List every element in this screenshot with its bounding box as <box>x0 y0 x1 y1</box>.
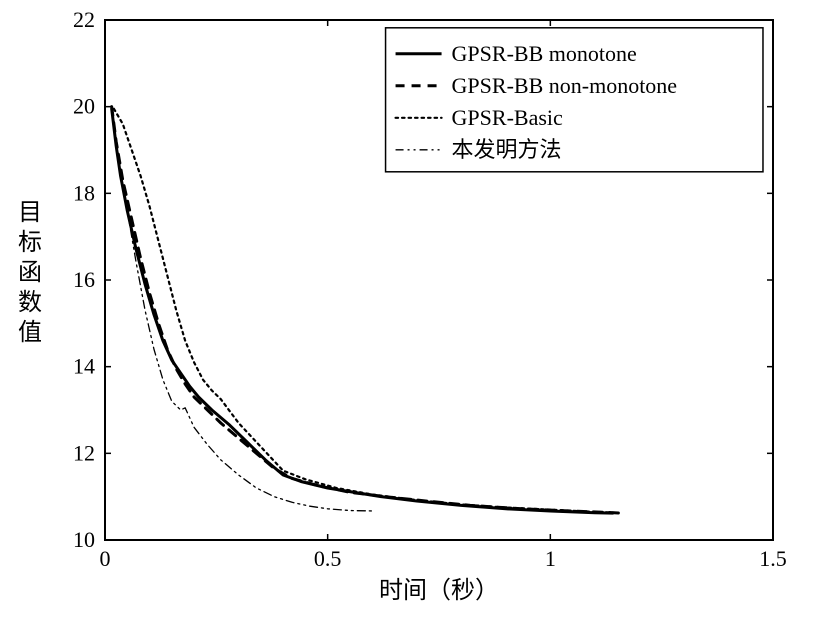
y-axis-label-char: 值 <box>18 319 42 346</box>
x-tick-label: 1 <box>545 546 556 571</box>
y-tick-label: 18 <box>73 180 95 205</box>
y-axis-label-char: 函 <box>18 260 42 286</box>
legend-label: 本发明方法 <box>452 137 562 162</box>
y-tick-label: 10 <box>73 527 95 552</box>
y-axis-label-char: 标 <box>18 229 42 256</box>
x-axis-label: 时间（秒） <box>379 577 499 604</box>
x-tick-label: 1.5 <box>759 546 787 571</box>
line-chart: 0 0.5 1 1.5 10 12 14 16 18 20 22 时间（秒） 目标函数值 GPSR-BB … <box>0 0 813 634</box>
y-axis-label-char: 数 <box>18 289 42 316</box>
legend-label: GPSR-BB non-monotone <box>452 73 678 98</box>
x-tick-label: 0.5 <box>314 546 342 571</box>
legend-label: GPSR-Basic <box>452 105 563 130</box>
y-axis-label-char: 目 <box>18 200 42 226</box>
y-tick-label: 20 <box>73 94 95 119</box>
y-tick-label: 14 <box>73 354 95 379</box>
x-tick-label: 0 <box>100 546 111 571</box>
y-tick-label: 16 <box>73 267 95 292</box>
legend-label: GPSR-BB monotone <box>452 41 637 66</box>
y-tick-label: 12 <box>73 440 95 465</box>
y-tick-label: 22 <box>73 7 95 32</box>
chart-container: 0 0.5 1 1.5 10 12 14 16 18 20 22 时间（秒） 目标函数值 GPSR-BB … <box>0 0 813 634</box>
